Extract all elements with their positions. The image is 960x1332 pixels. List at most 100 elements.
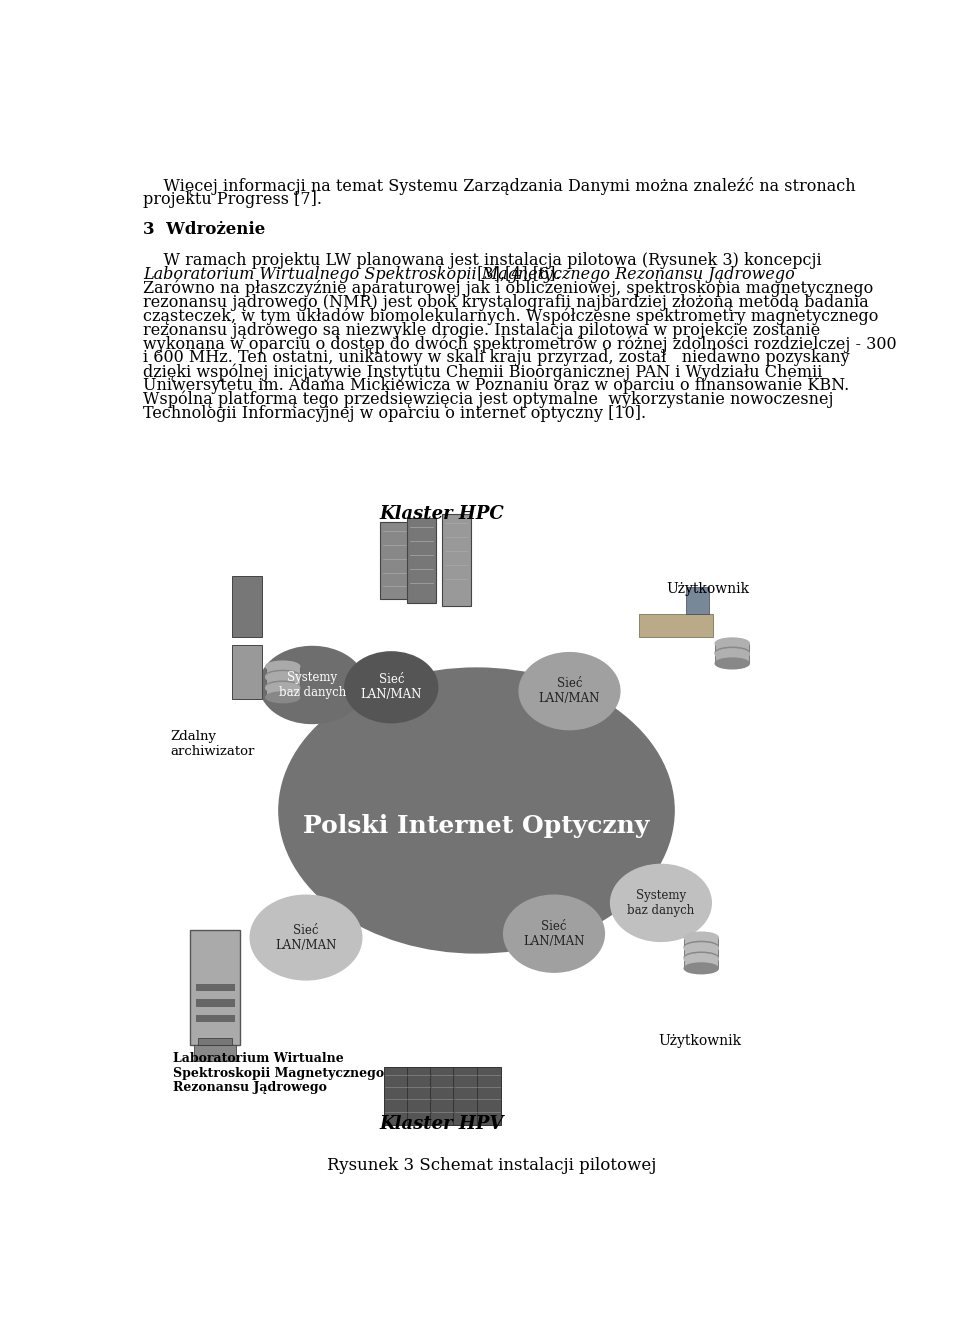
Ellipse shape <box>684 954 718 964</box>
Ellipse shape <box>266 670 300 681</box>
Ellipse shape <box>345 651 438 723</box>
Ellipse shape <box>597 683 617 699</box>
Text: Użytkownik: Użytkownik <box>666 582 749 595</box>
Bar <box>684 959 718 968</box>
Ellipse shape <box>521 683 541 699</box>
Bar <box>685 587 709 614</box>
Ellipse shape <box>582 926 602 942</box>
Text: Więcej informacji na temat Systemu Zarządzania Danymi można znaleźć na stronach: Więcej informacji na temat Systemu Zarzą… <box>143 177 856 194</box>
Text: Sieć
LAN/MAN: Sieć LAN/MAN <box>361 673 422 701</box>
Ellipse shape <box>580 765 669 829</box>
Ellipse shape <box>542 900 565 918</box>
Ellipse shape <box>684 942 718 952</box>
Text: Laboratorium Wirtualnego Spektroskopii Magnetycznego Rezonansu Jądrowego: Laboratorium Wirtualnego Spektroskopii M… <box>143 266 795 284</box>
Ellipse shape <box>432 878 521 942</box>
Ellipse shape <box>565 946 588 963</box>
Ellipse shape <box>611 864 711 942</box>
Bar <box>266 689 300 697</box>
Ellipse shape <box>359 659 382 677</box>
Text: Uniwersytetu im. Adama Mickiewicza w Poznaniu oraz w oparciu o finansowanie KBN.: Uniwersytetu im. Adama Mickiewicza w Poz… <box>143 377 850 394</box>
Text: Laboratorium Wirtualne
Spektroskopii Magnetycznego
Rezonansu Jądrowego: Laboratorium Wirtualne Spektroskopii Mag… <box>173 1051 384 1095</box>
Bar <box>266 677 300 686</box>
Text: Technologii Informacyjnej w oparciu o internet optyczny [10].: Technologii Informacyjnej w oparciu o in… <box>143 405 646 422</box>
Ellipse shape <box>504 895 605 972</box>
Text: Sieć
LAN/MAN: Sieć LAN/MAN <box>539 677 600 705</box>
Ellipse shape <box>580 661 605 679</box>
Text: Systemy
baz danych: Systemy baz danych <box>627 888 695 916</box>
Ellipse shape <box>506 926 526 942</box>
Text: Użytkownik: Użytkownik <box>659 1034 741 1048</box>
Ellipse shape <box>518 903 544 922</box>
Text: Systemy
baz danych: Systemy baz danych <box>278 671 346 699</box>
Bar <box>266 666 300 675</box>
Ellipse shape <box>266 691 300 703</box>
Ellipse shape <box>400 659 423 677</box>
Ellipse shape <box>534 661 560 679</box>
Ellipse shape <box>626 872 651 891</box>
Text: 3  Wdrożenie: 3 Wdrożenie <box>143 221 266 238</box>
Bar <box>442 514 471 606</box>
Ellipse shape <box>684 963 718 974</box>
Ellipse shape <box>278 669 674 952</box>
Ellipse shape <box>324 698 348 715</box>
Ellipse shape <box>338 854 437 924</box>
Text: Zdalny
archiwizator: Zdalny archiwizator <box>170 730 254 758</box>
Bar <box>407 1067 432 1124</box>
Ellipse shape <box>519 653 620 730</box>
Bar <box>383 1067 408 1124</box>
Ellipse shape <box>627 915 650 932</box>
Ellipse shape <box>715 649 750 659</box>
Text: rezonansu jądrowego są niezwykle drogie. Instalacja pilotowa w projekcie zostani: rezonansu jądrowego są niezwykle drogie.… <box>143 321 821 338</box>
Ellipse shape <box>536 703 558 721</box>
Ellipse shape <box>715 638 750 649</box>
Ellipse shape <box>650 870 672 887</box>
Text: Rysunek 3 Schemat instalacji pilotowej: Rysunek 3 Schemat instalacji pilotowej <box>327 1158 657 1173</box>
Bar <box>196 984 234 991</box>
Text: Sieć
LAN/MAN: Sieć LAN/MAN <box>276 923 337 951</box>
Ellipse shape <box>715 658 750 669</box>
Bar <box>194 1046 236 1060</box>
Ellipse shape <box>558 658 581 675</box>
Ellipse shape <box>337 930 359 946</box>
Text: Sieć
LAN/MAN: Sieć LAN/MAN <box>523 919 585 947</box>
Text: projektu Progress [7].: projektu Progress [7]. <box>143 190 323 208</box>
Ellipse shape <box>266 661 300 671</box>
Bar <box>453 1067 478 1124</box>
Bar <box>476 1067 501 1124</box>
Ellipse shape <box>269 951 294 970</box>
Ellipse shape <box>294 900 319 919</box>
Bar <box>715 654 750 663</box>
Bar <box>684 938 718 947</box>
Ellipse shape <box>259 646 365 723</box>
Bar <box>639 614 713 637</box>
Bar <box>232 645 262 699</box>
Ellipse shape <box>333 693 442 771</box>
Ellipse shape <box>401 699 422 715</box>
Ellipse shape <box>251 895 362 980</box>
Bar <box>196 1015 234 1022</box>
Text: rezonansu jądrowego (NMR) jest obok krystalografii najbardziej złożoną metodą ba: rezonansu jądrowego (NMR) jest obok krys… <box>143 294 869 310</box>
Ellipse shape <box>341 677 362 693</box>
Bar <box>684 948 718 958</box>
Ellipse shape <box>520 946 542 963</box>
Ellipse shape <box>323 654 349 674</box>
Text: Polski Internet Optyczny: Polski Internet Optyczny <box>303 814 650 838</box>
Ellipse shape <box>516 854 614 924</box>
Bar <box>190 930 240 1046</box>
Ellipse shape <box>319 951 344 970</box>
Ellipse shape <box>284 765 372 829</box>
Ellipse shape <box>360 699 381 715</box>
Bar <box>379 522 409 599</box>
Ellipse shape <box>266 671 300 683</box>
Text: i 600 MHz. Ten ostatni, unikatowy w skali kraju przyrzad, został   niedawno pozy: i 600 MHz. Ten ostatni, unikatowy w skal… <box>143 349 850 366</box>
Bar <box>407 518 436 602</box>
Ellipse shape <box>511 693 620 771</box>
Bar <box>232 575 262 637</box>
Text: [3],[4],[6].: [3],[4],[6]. <box>472 266 561 284</box>
Ellipse shape <box>672 915 695 932</box>
Ellipse shape <box>266 681 300 691</box>
Ellipse shape <box>267 903 295 924</box>
Ellipse shape <box>581 703 604 721</box>
Text: W ramach projektu LW planowana jest instalacja pilotowa (Rysunek 3) koncepcji: W ramach projektu LW planowana jest inst… <box>143 252 822 269</box>
Ellipse shape <box>266 683 300 694</box>
